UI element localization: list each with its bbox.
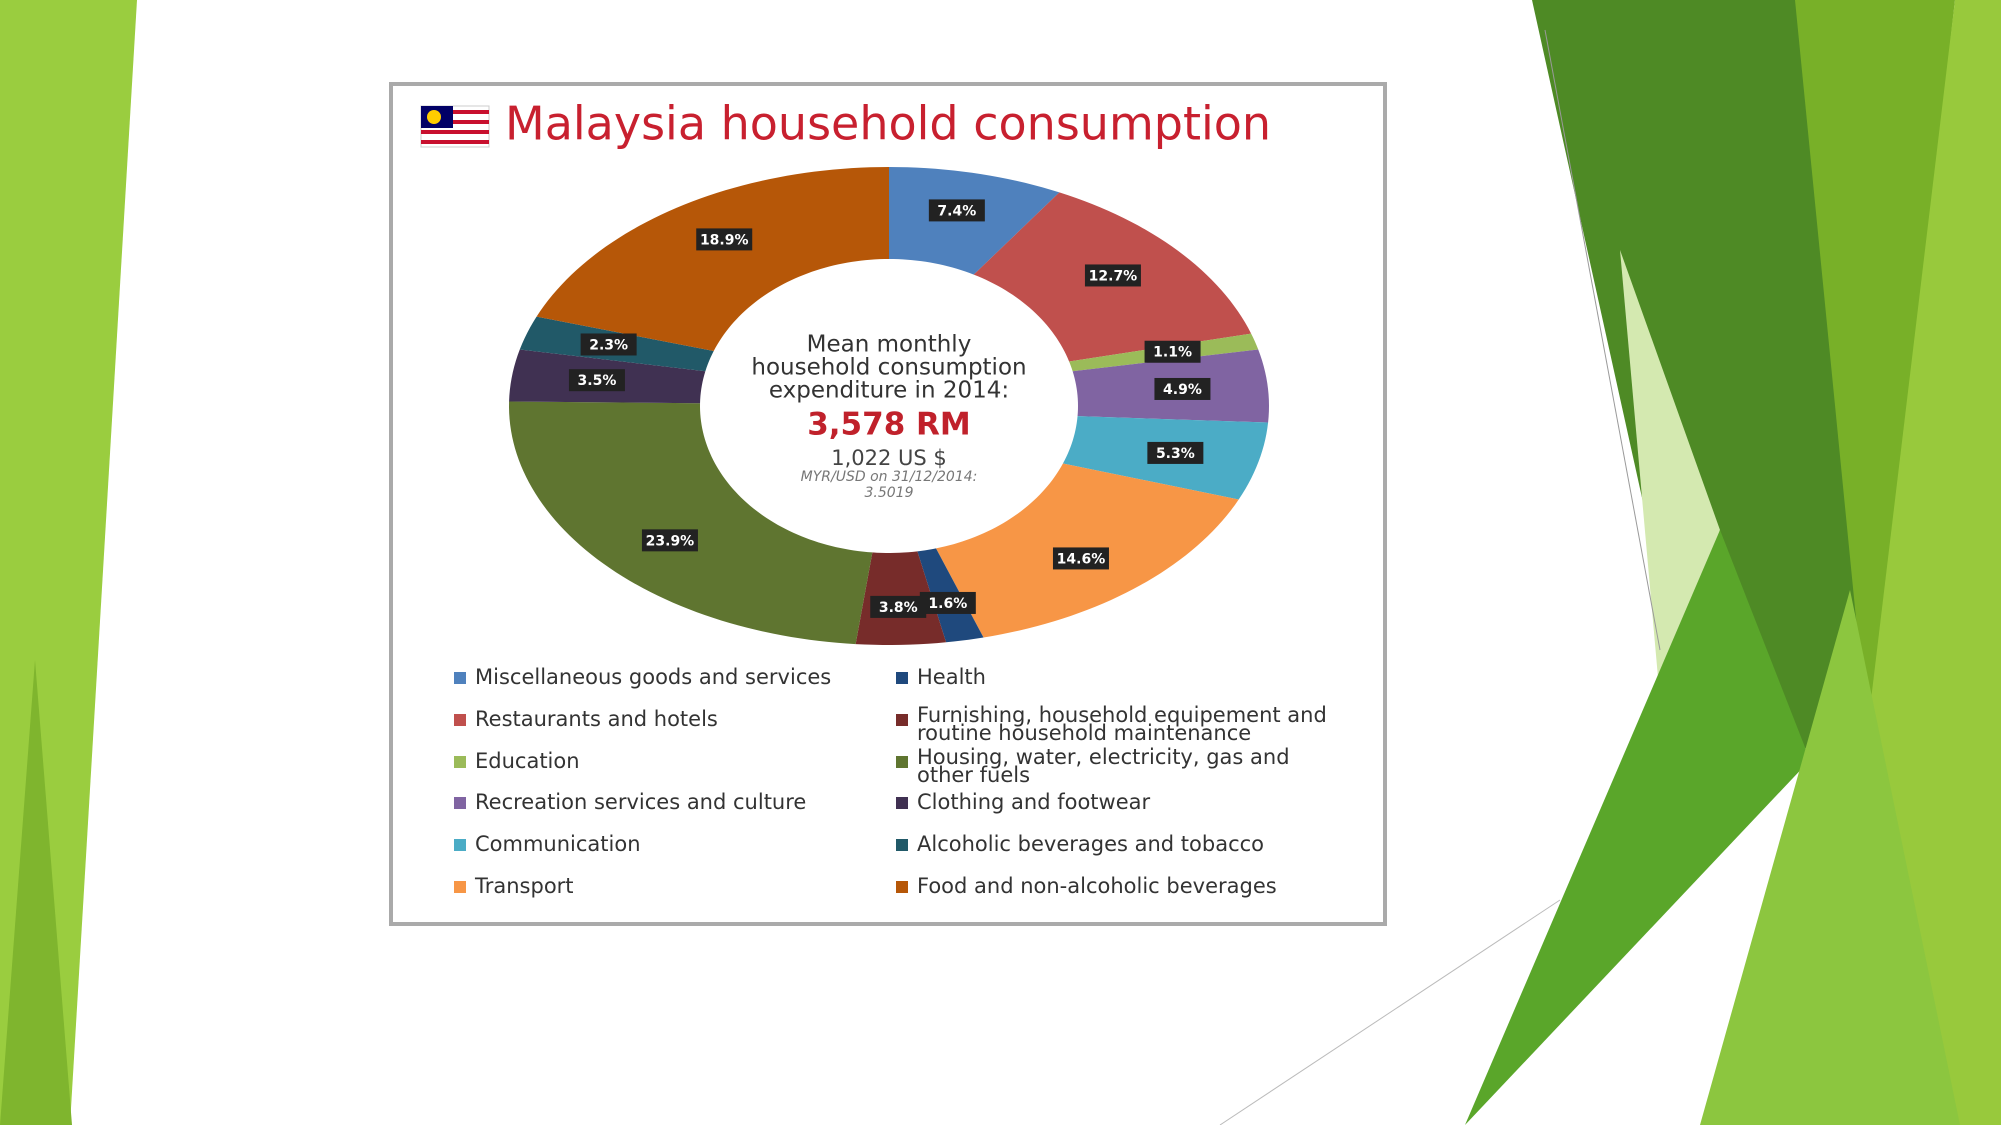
flag-stripe xyxy=(421,140,489,144)
data-label: 12.7% xyxy=(1089,268,1138,284)
legend-swatch xyxy=(896,756,908,768)
flag-stripe xyxy=(421,130,489,134)
legend-swatch xyxy=(896,839,908,851)
deco-line xyxy=(1544,29,1661,651)
label-bg xyxy=(568,369,625,392)
legend-label: Recreation services and culture xyxy=(475,790,806,814)
data-label: 3.8% xyxy=(879,600,918,616)
center-text: Mean monthly xyxy=(807,332,972,358)
label-bg xyxy=(870,595,927,618)
right-shape xyxy=(1700,590,1960,1125)
flag-stripe xyxy=(421,120,489,124)
label-bg xyxy=(696,228,753,251)
label-bg xyxy=(1147,441,1204,464)
data-label: 7.4% xyxy=(937,203,976,219)
legend-label: Education xyxy=(475,749,580,773)
legend-swatch xyxy=(896,672,908,684)
legend-swatch xyxy=(454,881,466,893)
deco-line xyxy=(1219,899,1561,1125)
data-label: 1.6% xyxy=(928,596,967,612)
right-shape xyxy=(1795,0,1955,760)
chart-title: Malaysia household consumption xyxy=(505,97,1271,151)
legend-swatch xyxy=(896,881,908,893)
center-note: MYR/USD on 31/12/2014: xyxy=(801,469,978,485)
legend-label: Food and non-alcoholic beverages xyxy=(917,874,1277,898)
data-label: 1.1% xyxy=(1153,345,1192,361)
right-shape xyxy=(1620,250,1720,700)
label-bg xyxy=(928,199,985,222)
label-bg xyxy=(641,529,698,552)
flag-moon xyxy=(427,110,441,124)
left-stripe-dark xyxy=(0,660,72,1125)
legend-label: Transport xyxy=(474,874,574,898)
legend-swatch xyxy=(896,714,908,726)
center-value: 3,578 RM xyxy=(807,407,971,443)
center-subvalue: 1,022 US $ xyxy=(831,446,947,470)
donut-slice xyxy=(509,401,873,645)
center-text: expenditure in 2014: xyxy=(769,378,1009,404)
label-bg xyxy=(1084,264,1141,287)
legend-label: Health xyxy=(917,665,986,689)
legend-label: Clothing and footwear xyxy=(917,790,1151,814)
label-bg xyxy=(1052,547,1109,570)
legend-swatch xyxy=(454,672,466,684)
label-bg xyxy=(1144,340,1201,363)
data-label: 3.5% xyxy=(578,373,617,389)
data-label: 2.3% xyxy=(589,337,628,353)
data-label: 18.9% xyxy=(700,232,749,248)
data-label: 14.6% xyxy=(1057,551,1106,567)
legend-swatch xyxy=(454,756,466,768)
center-text: household consumption xyxy=(751,355,1026,381)
flag-stripe xyxy=(421,110,489,114)
right-shape xyxy=(1532,0,1880,760)
center-note: 3.5019 xyxy=(865,485,914,501)
legend-swatch xyxy=(896,797,908,809)
data-label: 23.9% xyxy=(646,533,695,549)
right-shape xyxy=(1465,530,1810,1125)
legend-label: Housing, water, electricity, gas and othe… xyxy=(917,745,1290,787)
data-label: 5.3% xyxy=(1156,446,1195,462)
legend-label: Communication xyxy=(475,832,641,856)
legend-swatch xyxy=(454,797,466,809)
legend-label: Furnishing, household equipement and rout… xyxy=(917,703,1327,745)
label-bg xyxy=(580,333,637,356)
legend-swatch xyxy=(454,714,466,726)
legend-swatch xyxy=(454,839,466,851)
data-label: 4.9% xyxy=(1163,382,1202,398)
legend-label: Restaurants and hotels xyxy=(475,707,718,731)
label-bg xyxy=(1154,377,1211,400)
legend-label: Alcoholic beverages and tobacco xyxy=(917,832,1264,856)
legend-label: Miscellaneous goods and services xyxy=(475,665,831,689)
flag xyxy=(420,105,490,148)
label-bg xyxy=(919,591,976,614)
donut-slice xyxy=(536,167,889,352)
